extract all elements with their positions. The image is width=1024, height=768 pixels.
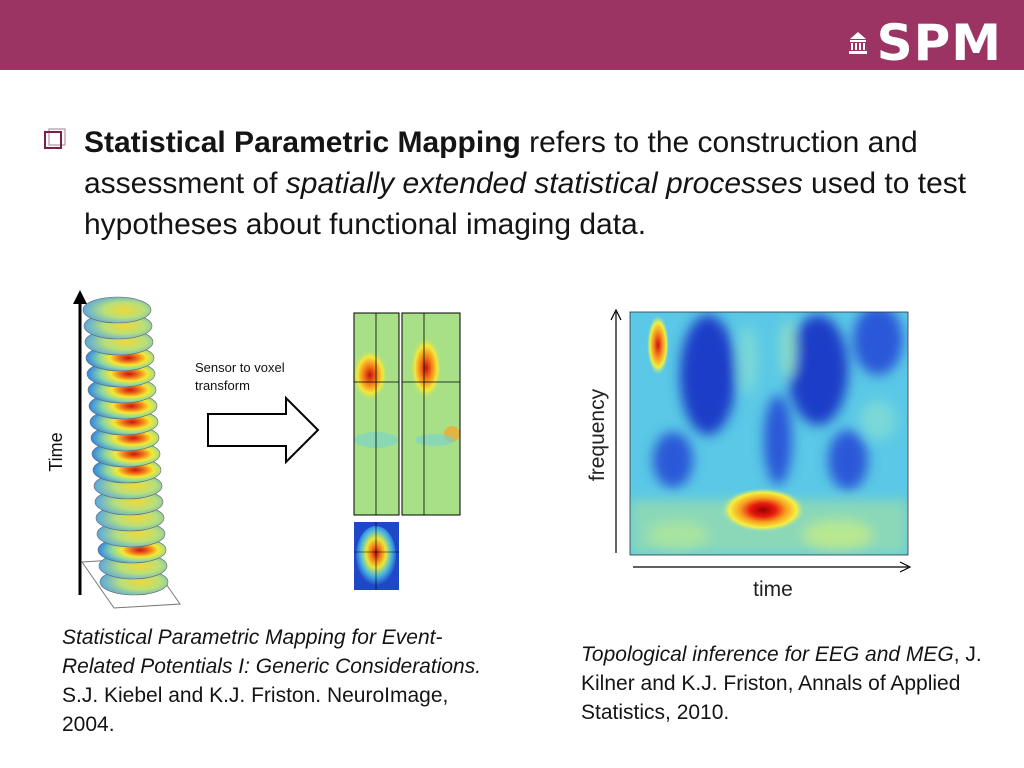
- bullet-point: Statistical Parametric Mapping refers to…: [44, 122, 994, 245]
- time-frequency-figure: frequency time: [586, 308, 912, 601]
- time-frequency-heatmap: [630, 312, 908, 555]
- caption-right: Topological inference for EEG and MEG, J…: [581, 640, 1001, 727]
- transform-label-line2: transform: [195, 378, 250, 393]
- checkbox-bullet-icon: [44, 128, 66, 149]
- bold-term: Statistical Parametric Mapping: [84, 126, 521, 159]
- time-axis-label: Time: [46, 432, 66, 471]
- caption-right-authors: , J. Kilner and K.J. Friston, Annals of …: [581, 643, 982, 724]
- spm-logo: SPM: [847, 18, 1002, 68]
- transform-arrow: [207, 395, 320, 465]
- caption-left-authors: S.J. Kiebel and K.J. Friston. NeuroImage…: [62, 684, 449, 736]
- bullet-text: Statistical Parametric Mapping refers to…: [84, 122, 994, 245]
- caption-left-title: Statistical Parametric Mapping for Event…: [62, 626, 482, 678]
- bullet-text-part1: refers to the construction and assessmen…: [84, 126, 918, 200]
- logo-text: SPM: [876, 14, 1002, 72]
- eeg-sensor-to-voxel-figure: Time Sensor to voxel transform: [46, 290, 461, 609]
- building-icon: [848, 32, 867, 54]
- caption-left: Statistical Parametric Mapping for Event…: [62, 623, 492, 739]
- time-axis-label-right: time: [753, 578, 793, 601]
- voxel-panel-2: [401, 312, 461, 516]
- caption-right-title: Topological inference for EEG and MEG: [581, 643, 954, 666]
- head-slice: [354, 522, 399, 590]
- italic-term: spatially extended statistical processes: [285, 167, 803, 200]
- topography-stack: [82, 296, 169, 596]
- bullet-text-part2: used to test hypotheses about functional…: [84, 167, 967, 241]
- voxel-panel-1: [352, 312, 400, 516]
- header-bar: SPM: [0, 0, 1024, 70]
- frequency-axis-label: frequency: [586, 388, 609, 481]
- transform-label-line1: Sensor to voxel: [195, 360, 285, 375]
